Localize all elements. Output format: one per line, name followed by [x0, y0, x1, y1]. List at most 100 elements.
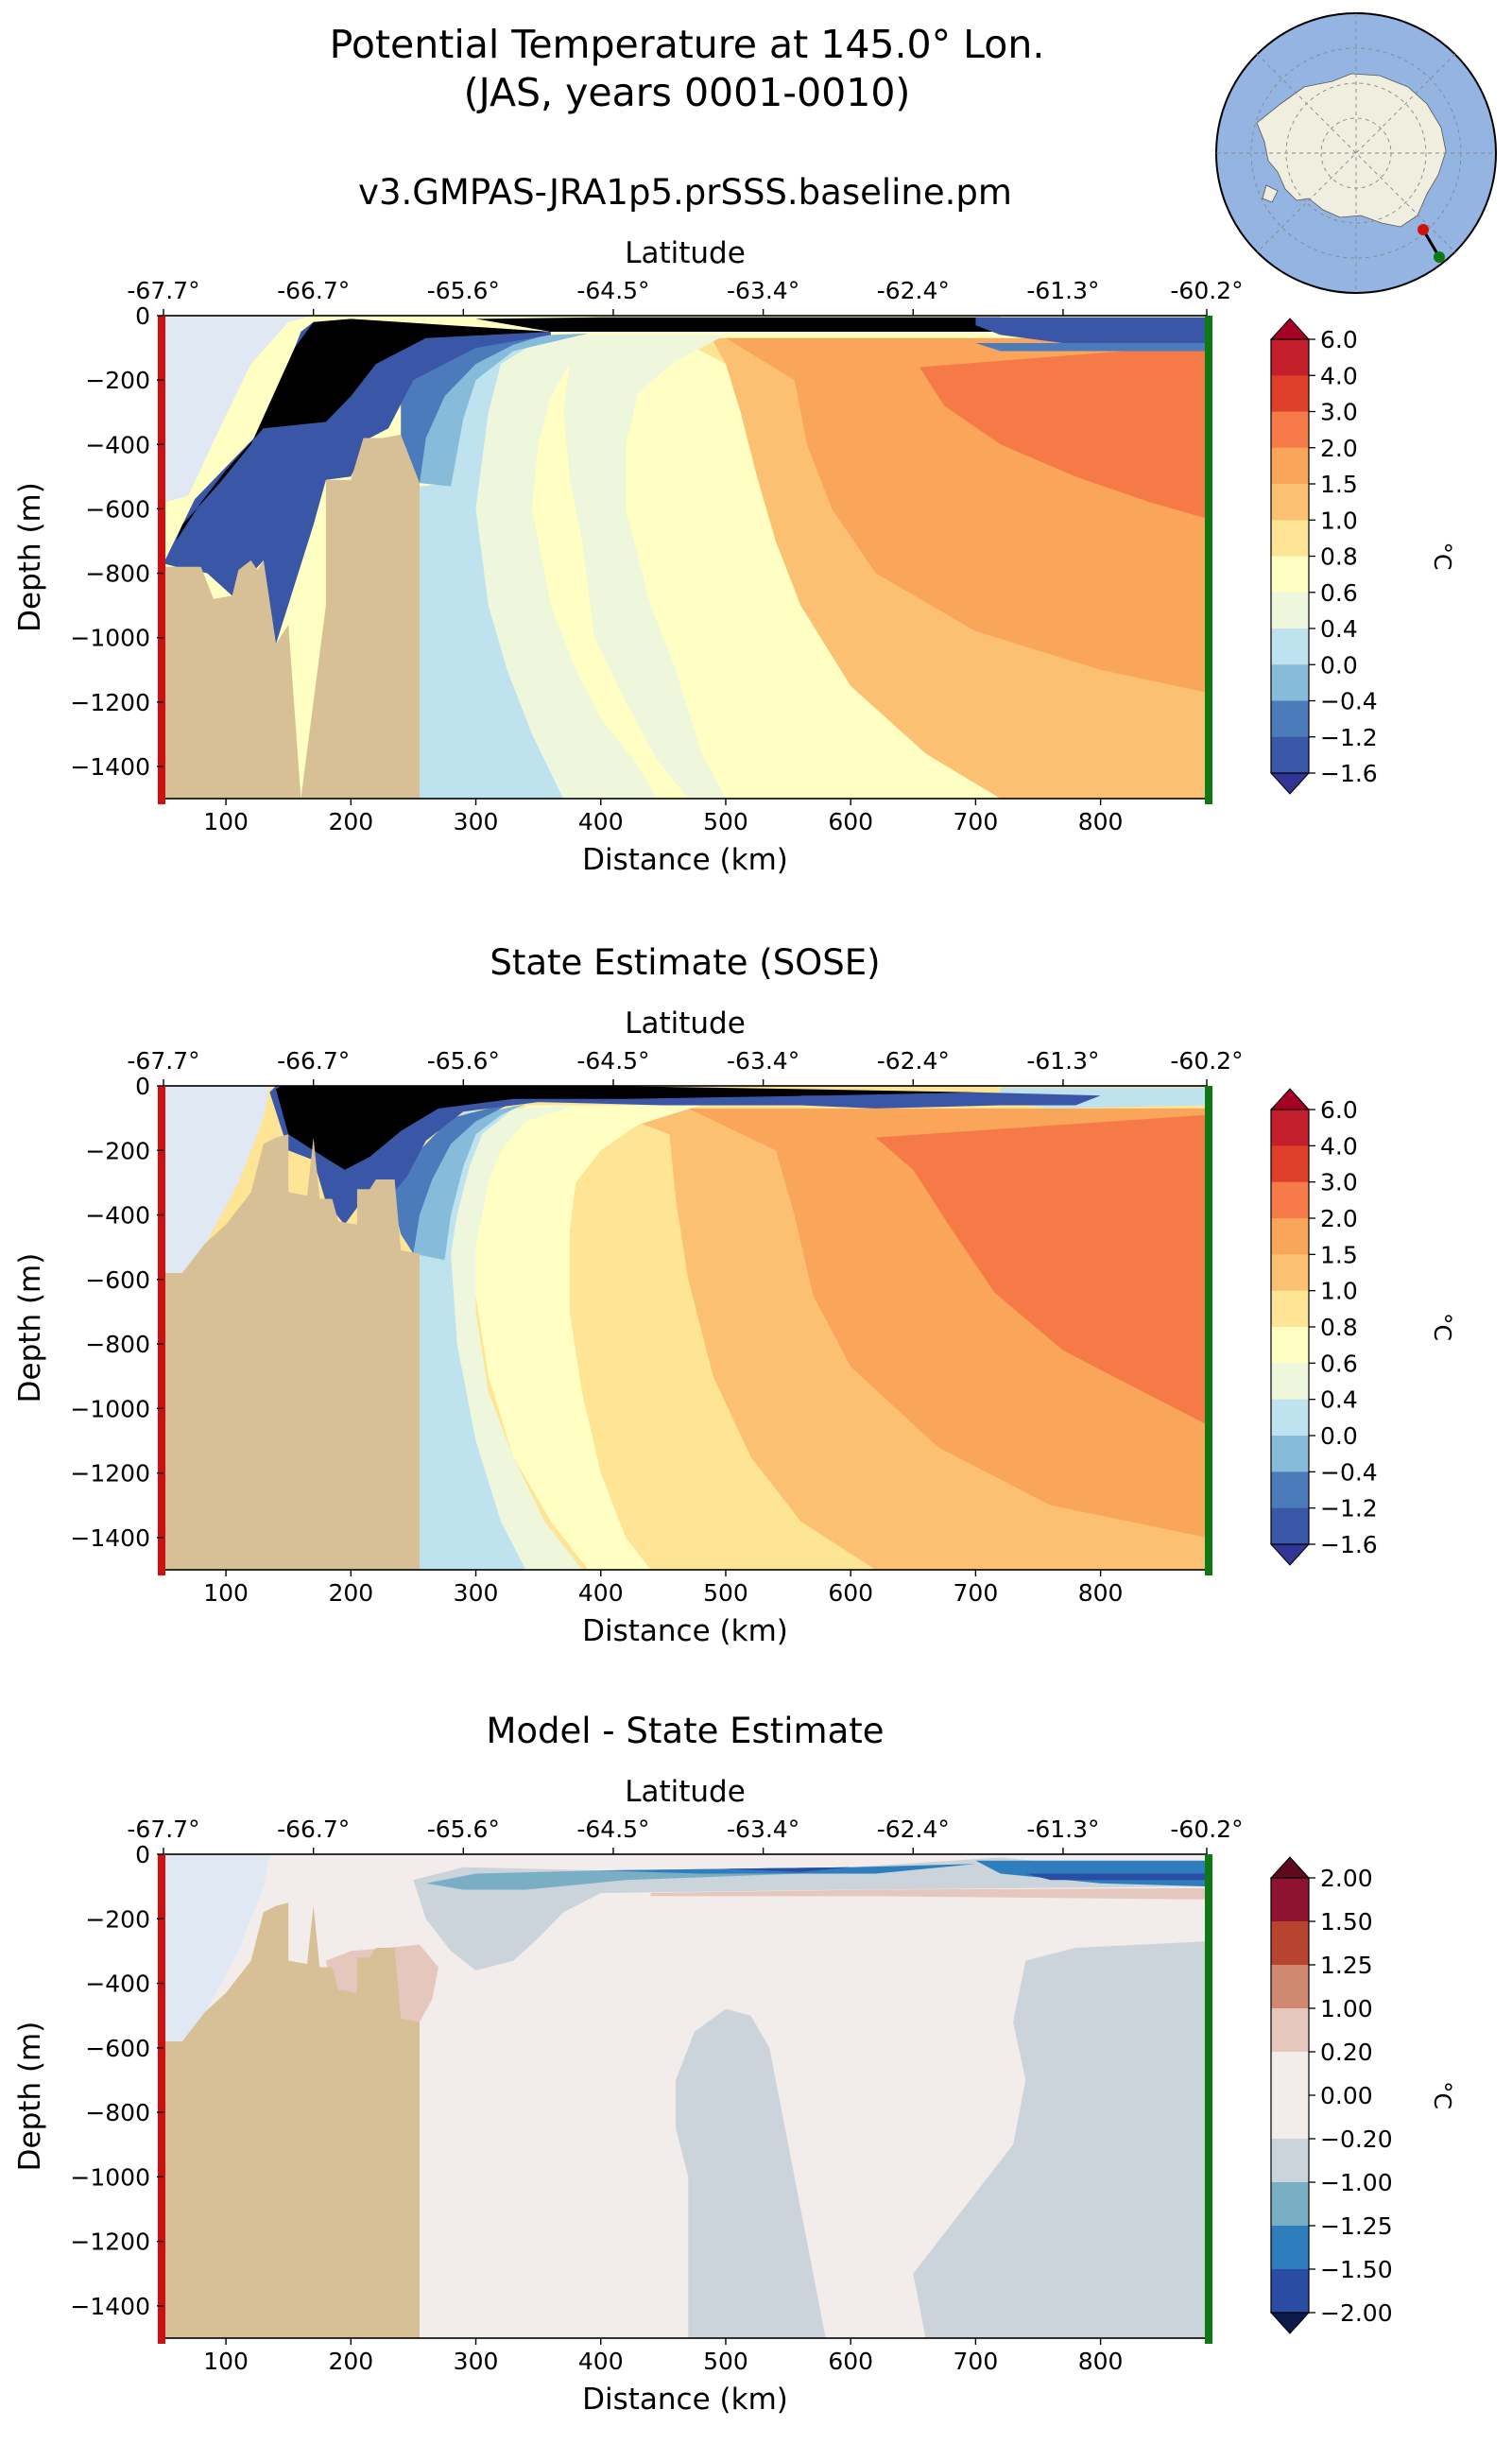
lat-tick-label-0: -67.7°: [127, 277, 199, 304]
contour-band-5: [650, 1887, 1207, 1900]
x-tick-label-1: 200: [328, 2348, 373, 2375]
lat-tick-label-1: -66.7°: [277, 277, 350, 304]
contour-band-13: [975, 317, 1207, 345]
y-tick-label-3: −600: [85, 1266, 150, 1294]
colorbar-tick-label-0: 2.00: [1320, 1865, 1373, 1892]
colorbar-label: °C: [1429, 542, 1456, 571]
colorbar-band-1: [1271, 1921, 1309, 1966]
lat-tick-label-2: -65.6°: [427, 277, 500, 304]
bathymetry-land-extra: [163, 559, 301, 799]
map-transect-start-marker: [1418, 224, 1429, 235]
x-tick-label-7: 800: [1078, 808, 1124, 835]
contour-band-8: [406, 1103, 526, 1261]
colorbar-under-triangle: [1269, 1543, 1311, 1566]
colorbar-tick-label-9: 0.0: [1320, 1422, 1358, 1450]
colorbar-tick-label-10: −0.4: [1320, 688, 1378, 715]
colorbar-band-10: [1271, 700, 1309, 738]
lat-tick-label-3: -64.5°: [576, 277, 649, 304]
x-tick-label-3: 400: [578, 1579, 624, 1607]
colorbar-band-6: [1271, 2139, 1309, 2183]
y-tick-label-1: −200: [85, 367, 150, 394]
lat-tick-label-3: -64.5°: [576, 1816, 649, 1843]
plot-area: [163, 316, 1207, 799]
lat-tick-label-5: -62.4°: [877, 277, 950, 304]
colorbar-band-7: [1271, 2182, 1309, 2227]
colorbar-label: °C: [1429, 1313, 1456, 1341]
colorbar-band-11: [1271, 736, 1309, 774]
y-tick-label-7: −1400: [70, 2293, 150, 2320]
contour-band-9: [388, 1102, 514, 1254]
bathymetry-land: [163, 1134, 420, 1570]
colorbar: 2.00 1.50 1.25 1.00 0.20 0.00 −0.20 −1.00 −1.25 −…: [1269, 1856, 1456, 2334]
x-tick-label-3: 400: [578, 2348, 624, 2375]
x-tick-label-3: 400: [578, 808, 624, 835]
contour-band-9: [401, 333, 551, 484]
panel-title: Model - State Estimate: [486, 1711, 884, 1751]
colorbar-band-6: [1271, 556, 1309, 594]
colorbar-tick-label-1: 4.0: [1320, 1132, 1358, 1160]
y-tick-label-0: 0: [135, 1841, 150, 1868]
x-tick-label-6: 700: [954, 808, 999, 835]
colorbar-tick-label-2: 3.0: [1320, 1169, 1358, 1196]
colorbar-band-0: [1271, 1878, 1309, 1922]
colorbar-band-3: [1271, 1218, 1309, 1255]
contour-band-4: [475, 1105, 701, 1570]
colorbar-tick-label-5: 1.0: [1320, 507, 1358, 534]
x-tick-label-5: 600: [828, 2348, 873, 2375]
colorbar-band-5: [1271, 520, 1309, 557]
colorbar-over-triangle: [1269, 318, 1311, 340]
contour-band-3: [875, 1114, 1207, 1425]
y-axis-label: Depth (m): [13, 2022, 47, 2172]
lat-tick-label-7: -60.2°: [1170, 277, 1243, 304]
panel-difference: 100 200 300 400 500 600 700 800 Distance (km) 0 −2…: [13, 1711, 1456, 2417]
transect-start-bar: [158, 1086, 165, 1575]
panel-sose: 100 200 300 400 500 600 700 800 Distance (km) 0 −2…: [13, 942, 1456, 1648]
latitude-axis-label: Latitude: [625, 1007, 746, 1041]
contour-band-10: [1025, 1873, 1207, 1881]
lat-tick-label-6: -61.3°: [1026, 277, 1099, 304]
lat-tick-label-2: -65.6°: [427, 1047, 500, 1075]
y-tick-label-2: −400: [85, 1202, 150, 1230]
y-tick-label-7: −1400: [70, 753, 150, 781]
colorbar-tick-label-1: 1.50: [1320, 1908, 1373, 1936]
colorbar-band-4: [1271, 1254, 1309, 1292]
contour-band-12: [475, 317, 1001, 332]
transect-end-bar: [1205, 1854, 1212, 2344]
colorbar-band-8: [1271, 2226, 1309, 2270]
colorbar-tick-label-10: −2.00: [1320, 2299, 1393, 2327]
colorbar-tick-label-9: 0.0: [1320, 651, 1358, 679]
colorbar-tick-label-8: −1.25: [1320, 2212, 1393, 2240]
figure-title-line2: (JAS, years 0001-0010): [464, 70, 911, 115]
colorbar-tick-label-12: −1.6: [1320, 1531, 1378, 1558]
y-tick-label-4: −800: [85, 1331, 150, 1358]
colorbar-tick-label-2: 1.25: [1320, 1952, 1373, 1979]
y-tick-label-3: −600: [85, 2035, 150, 2062]
colorbar-tick-label-11: −1.2: [1320, 1495, 1378, 1523]
y-tick-label-2: −400: [85, 431, 150, 458]
lat-tick-label-5: -62.4°: [877, 1816, 950, 1843]
lat-tick-label-4: -63.4°: [727, 277, 799, 304]
colorbar-tick-label-1: 4.0: [1320, 362, 1358, 389]
colorbar-band-2: [1271, 1181, 1309, 1219]
map-transect-end-marker: [1434, 251, 1445, 263]
ice-shelf: [163, 1854, 270, 2041]
x-tick-label-4: 500: [703, 2348, 748, 2375]
bathymetry-land: [163, 1902, 420, 2338]
y-tick-label-6: −1200: [70, 2229, 150, 2256]
contour-band-11: [276, 1086, 976, 1170]
x-tick-label-0: 100: [203, 1579, 249, 1607]
lat-tick-label-4: -63.4°: [727, 1816, 799, 1843]
contour-band-8: [726, 1867, 851, 1872]
x-tick-label-1: 200: [328, 808, 373, 835]
x-tick-label-1: 200: [328, 1579, 373, 1607]
y-tick-label-4: −800: [85, 2099, 150, 2126]
colorbar-band-3: [1271, 447, 1309, 485]
y-tick-label-6: −1200: [70, 689, 150, 716]
colorbar-band-7: [1271, 1363, 1309, 1401]
map-continent: [1256, 73, 1447, 228]
x-tick-label-0: 100: [203, 2348, 249, 2375]
colorbar-tick-label-3: 1.00: [1320, 1995, 1373, 2022]
colorbar-band-6: [1271, 1327, 1309, 1364]
latitude-axis-label: Latitude: [625, 236, 746, 270]
